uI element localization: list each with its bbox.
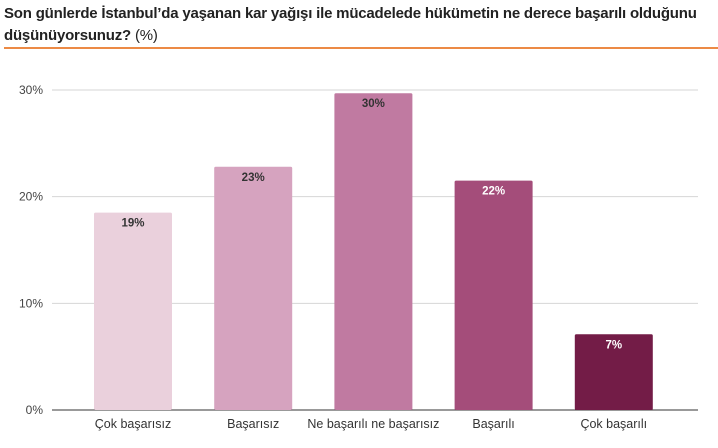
y-tick-label: 20% [19, 190, 43, 204]
data-label: 30% [362, 98, 385, 110]
data-label: 22% [482, 186, 505, 198]
x-tick-label: Çok başarısız [95, 417, 171, 431]
x-tick-label: Başarılı [472, 417, 514, 431]
bar [574, 334, 653, 410]
bar [94, 212, 172, 410]
title-suffix: (%) [134, 27, 158, 44]
y-tick-label: 0% [26, 403, 44, 417]
data-label: 23% [242, 172, 265, 184]
title-text: Son günlerde İstanbul’da yaşanan kar yağ… [4, 5, 697, 44]
y-tick-label: 10% [19, 296, 43, 310]
bar [214, 166, 293, 410]
bar [334, 93, 413, 410]
data-label: 7% [605, 339, 622, 351]
y-tick-label: 30% [19, 83, 43, 97]
x-tick-label: Ne başarılı ne başarısız [307, 417, 439, 431]
x-tick-label: Çok başarılı [580, 417, 647, 431]
chart-title: Son günlerde İstanbul’da yaşanan kar yağ… [4, 3, 714, 47]
bar [454, 180, 533, 410]
x-tick-label: Başarısız [227, 417, 279, 431]
title-divider [4, 47, 718, 49]
data-label: 19% [121, 218, 144, 230]
